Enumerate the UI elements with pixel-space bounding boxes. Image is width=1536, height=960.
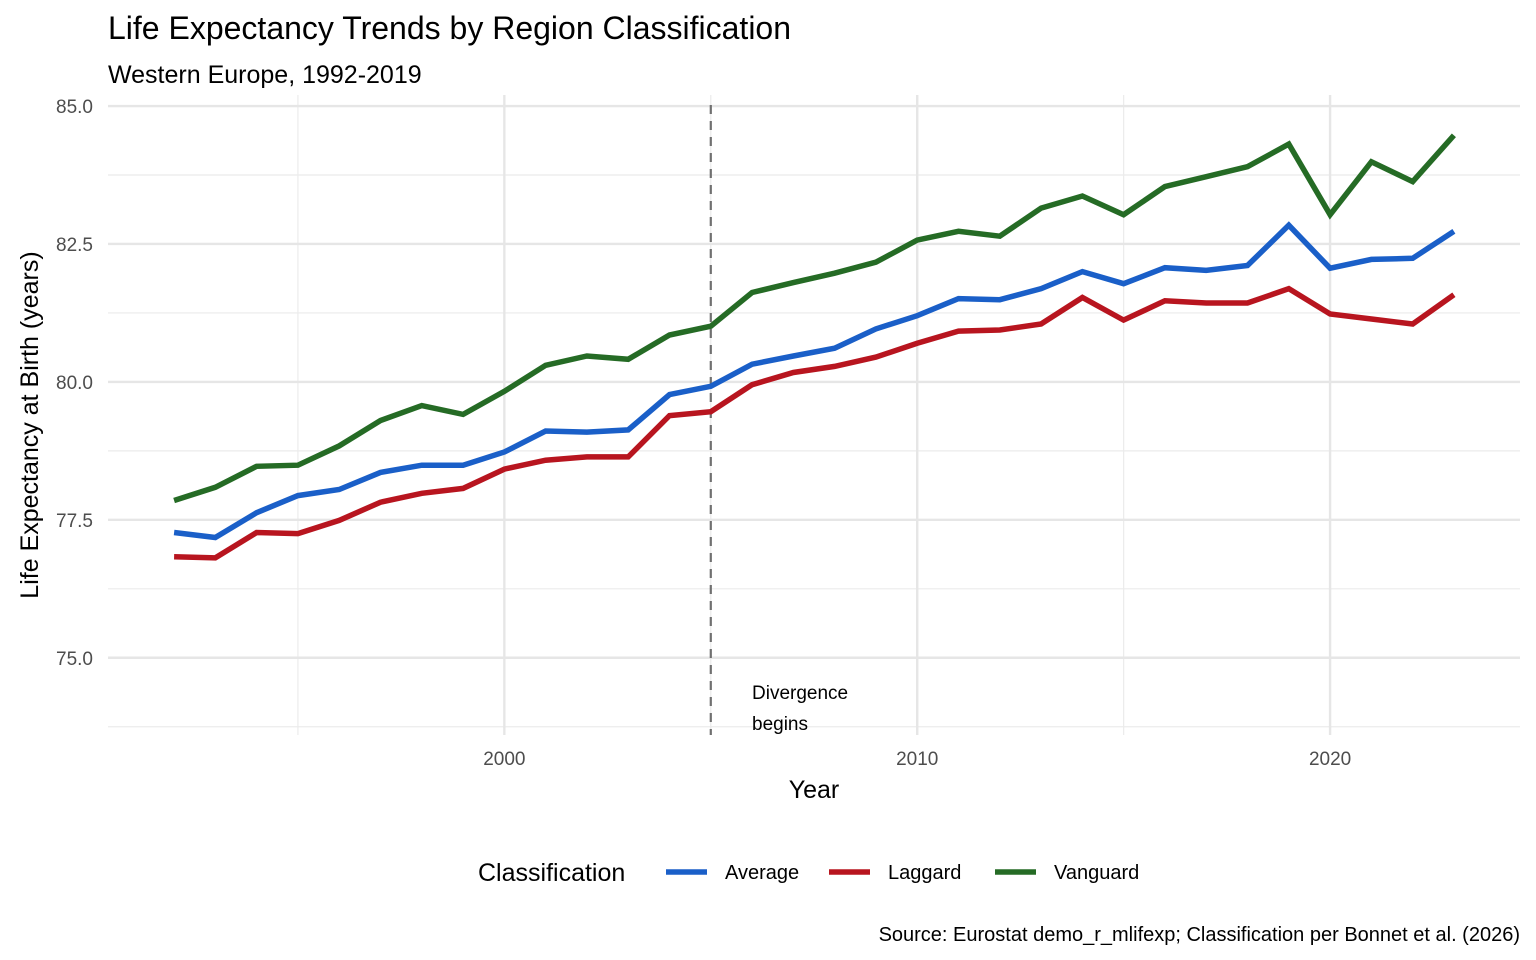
legend-item-laggard: Laggard	[829, 862, 961, 884]
y-tick-label: 75.0	[56, 649, 93, 670]
series-line-vanguard	[173, 133, 1456, 504]
legend-item-average: Average	[666, 862, 799, 884]
annotation-label-line1: Divergence	[752, 683, 848, 704]
divergence-annotation: Divergence begins	[709, 105, 848, 735]
y-axis-label: Life Expectancy at Birth (years)	[16, 251, 44, 598]
y-tick-label: 82.5	[56, 235, 93, 256]
legend-item-vanguard: Vanguard	[995, 862, 1139, 884]
legend: Classification Average Laggard Vanguard	[478, 859, 1139, 887]
caption: Source: Eurostat demo_r_mlifexp; Classif…	[879, 924, 1520, 946]
y-tick-label: 85.0	[56, 97, 93, 118]
axis-ticks: 75.0 77.5 80.0 82.5 85.0 2000 2010 2020	[56, 97, 1351, 770]
legend-title: Classification	[478, 859, 625, 887]
x-tick-label: 2020	[1309, 749, 1351, 770]
series-lines	[173, 133, 1456, 561]
grid	[108, 95, 1520, 735]
legend-label: Vanguard	[1054, 862, 1139, 884]
annotation-label-line2: begins	[752, 714, 808, 735]
y-tick-label: 80.0	[56, 373, 93, 394]
chart-subtitle: Western Europe, 1992-2019	[108, 61, 422, 89]
y-tick-label: 77.5	[56, 511, 93, 532]
series-line-average	[173, 221, 1456, 541]
legend-label: Average	[725, 862, 799, 884]
x-axis-label: Year	[789, 776, 840, 804]
series-line-laggard	[174, 285, 1456, 561]
legend-label: Laggard	[888, 862, 961, 884]
x-tick-label: 2010	[896, 749, 938, 770]
x-tick-label: 2000	[483, 749, 525, 770]
chart-title: Life Expectancy Trends by Region Classif…	[108, 10, 791, 46]
